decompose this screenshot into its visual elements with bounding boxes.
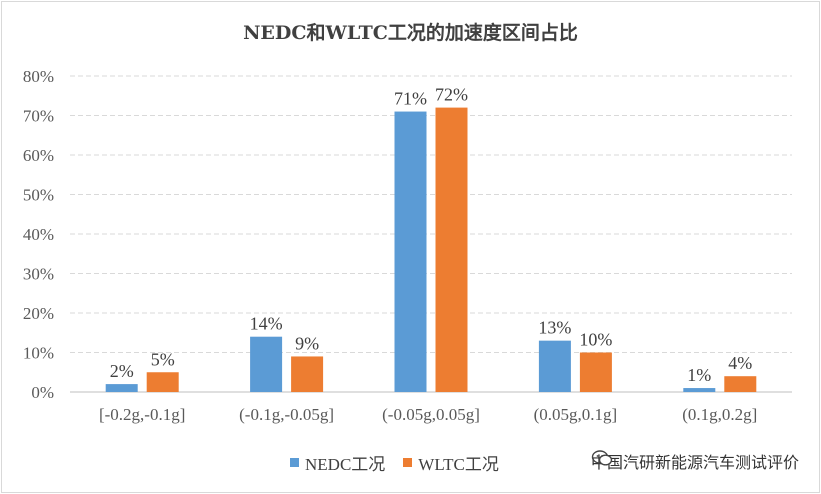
- data-label: 10%: [579, 330, 612, 350]
- y-tick-label: 70%: [23, 107, 54, 126]
- x-tick-label: (0.1g,0.2g]: [682, 405, 757, 424]
- chart-title: NEDC和WLTC工况的加速度区间占比: [243, 22, 578, 44]
- y-tick-label: 40%: [23, 225, 54, 244]
- legend-item-nedc: NEDC工况: [290, 450, 385, 475]
- y-tick-label: 80%: [23, 67, 54, 86]
- data-label: 1%: [687, 365, 711, 385]
- data-label: 5%: [151, 349, 175, 369]
- x-tick-label: (-0.1g,-0.05g]: [239, 405, 334, 424]
- bar-nedc: [394, 111, 427, 393]
- wechat-icon: [591, 450, 613, 466]
- y-tick-label: 30%: [23, 265, 54, 284]
- data-label: 9%: [295, 333, 319, 353]
- x-tick-label: (0.05g,0.1g]: [534, 405, 618, 424]
- legend-item-wltc: WLTC工况: [403, 450, 499, 475]
- chart-legend: NEDC工况 WLTC工况: [290, 450, 517, 475]
- bar-wltc: [579, 352, 612, 392]
- bar-nedc: [538, 340, 571, 392]
- data-label: 71%: [394, 89, 427, 109]
- legend-swatch-nedc: [290, 458, 299, 467]
- data-label: 2%: [110, 361, 134, 381]
- y-tick-label: 50%: [23, 186, 54, 205]
- data-label: 13%: [538, 318, 571, 338]
- y-tick-label: 0%: [31, 383, 54, 402]
- legend-swatch-wltc: [403, 458, 413, 467]
- bar-wltc: [146, 372, 179, 392]
- data-label: 4%: [728, 353, 752, 373]
- y-tick-label: 10%: [23, 344, 54, 363]
- bar-nedc: [683, 388, 716, 392]
- y-tick-label: 60%: [23, 146, 54, 165]
- y-tick-label: 20%: [23, 304, 54, 323]
- bar-wltc: [291, 356, 324, 392]
- legend-label-nedc: NEDC工况: [305, 455, 386, 474]
- bar-wltc: [435, 107, 468, 392]
- data-label: 14%: [250, 314, 283, 334]
- legend-label-wltc: WLTC工况: [418, 455, 499, 474]
- bar-nedc: [105, 384, 138, 392]
- data-label: 72%: [435, 85, 468, 105]
- watermark-text: 中国汽研新能源汽车测试评价: [590, 453, 799, 472]
- x-tick-label: [-0.2g,-0.1g]: [99, 405, 185, 424]
- watermark: 中国汽研新能源汽车测试评价: [591, 449, 799, 473]
- x-tick-label: (-0.05g,0.05g]: [382, 405, 480, 424]
- bar-nedc: [250, 336, 283, 392]
- bar-wltc: [724, 376, 757, 392]
